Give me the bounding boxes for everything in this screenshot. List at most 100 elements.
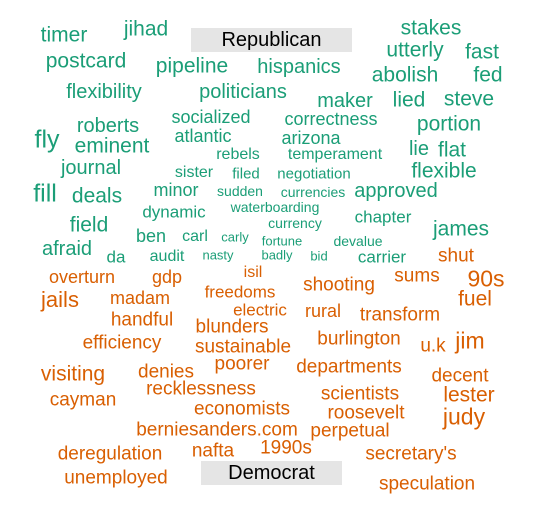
- word-democrat-23: visiting: [40, 362, 106, 386]
- word-democrat-25: decent: [431, 365, 489, 387]
- word-republican-1: jihad: [123, 17, 169, 41]
- republican-group-label: Republican: [191, 28, 352, 52]
- word-democrat-26: recklessness: [146, 378, 256, 400]
- word-democrat-30: economists: [193, 398, 291, 420]
- word-republican-20: eminent: [74, 134, 150, 158]
- word-democrat-24: denies: [138, 361, 194, 383]
- word-democrat-27: cayman: [49, 389, 117, 411]
- word-republican-14: steve: [443, 87, 495, 111]
- word-republican-17: roberts: [76, 115, 140, 137]
- word-republican-7: hispanics: [257, 56, 341, 78]
- word-democrat-12: rural: [304, 301, 342, 321]
- word-republican-11: politicians: [199, 81, 287, 103]
- word-republican-38: dynamic: [142, 202, 206, 222]
- word-democrat-29: lester: [443, 383, 495, 407]
- word-democrat-16: burlington: [317, 328, 401, 350]
- word-republican-40: chapter: [354, 207, 412, 227]
- word-republican-13: lied: [392, 88, 426, 112]
- word-republican-2: stakes: [400, 16, 462, 40]
- word-democrat-11: electric: [233, 300, 287, 320]
- word-democrat-17: jim: [455, 327, 485, 354]
- word-republican-9: fed: [473, 63, 503, 87]
- word-republican-29: filed: [232, 165, 260, 183]
- word-democrat-19: sustainable: [194, 336, 292, 358]
- word-democrat-8: madam: [109, 288, 171, 308]
- word-republican-45: carl: [182, 228, 208, 245]
- word-republican-15: socialized: [171, 107, 251, 127]
- word-democrat-4: shooting: [303, 274, 375, 296]
- word-republican-34: minor: [153, 180, 199, 200]
- word-republican-43: james: [432, 217, 490, 241]
- word-democrat-9: freedoms: [204, 282, 276, 302]
- word-republican-41: field: [69, 213, 109, 237]
- word-republican-36: currencies: [280, 184, 346, 200]
- word-democrat-31: roosevelt: [327, 402, 405, 424]
- word-democrat-3: gdp: [151, 267, 183, 287]
- word-republican-51: audit: [149, 248, 185, 265]
- word-republican-5: postcard: [45, 49, 127, 73]
- word-republican-55: carrier: [357, 247, 407, 267]
- word-democrat-38: secretary's: [365, 443, 457, 465]
- word-democrat-10: fuel: [458, 287, 492, 311]
- word-republican-42: currency: [268, 215, 322, 231]
- word-democrat-40: speculation: [378, 473, 476, 495]
- word-democrat-6: 90s: [467, 265, 505, 292]
- word-republican-30: negotiation: [277, 165, 351, 183]
- word-republican-31: flexible: [411, 159, 477, 183]
- word-democrat-37: 1990s: [260, 437, 312, 459]
- word-republican-18: portion: [416, 112, 482, 136]
- word-republican-12: maker: [317, 90, 373, 112]
- word-republican-52: nasty: [202, 247, 234, 263]
- word-republican-39: waterboarding: [230, 199, 320, 215]
- democrat-group-label: Democrat: [201, 461, 342, 485]
- word-republican-22: arizona: [281, 128, 341, 148]
- word-republican-28: sister: [174, 164, 214, 181]
- word-republican-47: fortune: [261, 233, 303, 249]
- word-republican-3: utterly: [386, 38, 444, 62]
- word-democrat-18: efficiency: [82, 332, 162, 354]
- word-republican-0: timer: [40, 23, 88, 47]
- word-democrat-15: blunders: [195, 316, 269, 338]
- word-republican-21: atlantic: [174, 126, 232, 146]
- word-democrat-20: u.k: [420, 335, 446, 357]
- word-republican-27: journal: [60, 157, 122, 179]
- word-republican-8: abolish: [371, 63, 439, 87]
- word-democrat-14: handful: [110, 309, 174, 331]
- word-republican-24: flat: [437, 138, 467, 162]
- word-republican-32: fill: [33, 179, 57, 208]
- word-democrat-36: nafta: [191, 440, 235, 462]
- word-republican-37: approved: [354, 180, 438, 202]
- word-democrat-39: unemployed: [64, 467, 168, 489]
- word-republican-54: bid: [310, 248, 328, 264]
- word-republican-49: afraid: [41, 238, 93, 260]
- word-republican-10: flexibility: [66, 81, 142, 103]
- word-republican-50: da: [106, 247, 126, 267]
- word-democrat-34: perpetual: [310, 420, 390, 442]
- word-democrat-21: poorer: [214, 353, 270, 375]
- word-democrat-28: scientists: [320, 383, 400, 405]
- word-republican-33: deals: [71, 184, 123, 208]
- word-democrat-22: departments: [296, 356, 402, 378]
- word-republican-23: lie: [408, 138, 430, 160]
- word-republican-53: badly: [261, 247, 293, 263]
- word-democrat-33: berniesanders.com: [136, 419, 298, 441]
- word-democrat-35: deregulation: [57, 443, 163, 465]
- word-democrat-0: shut: [438, 245, 474, 267]
- word-republican-6: pipeline: [155, 54, 229, 78]
- word-republican-19: fly: [34, 125, 60, 154]
- word-republican-25: rebels: [216, 146, 260, 163]
- word-republican-46: carly: [221, 229, 249, 245]
- word-republican-16: correctness: [284, 109, 378, 129]
- word-republican-4: fast: [465, 40, 499, 64]
- word-republican-26: temperament: [287, 146, 383, 163]
- word-republican-44: ben: [135, 226, 167, 246]
- word-democrat-7: jails: [41, 287, 79, 312]
- word-democrat-2: overturn: [48, 267, 116, 287]
- word-democrat-13: transform: [359, 304, 441, 326]
- word-republican-48: devalue: [333, 233, 383, 249]
- word-democrat-5: sums: [394, 265, 440, 287]
- word-democrat-1: isil: [243, 264, 263, 281]
- word-republican-35: sudden: [217, 183, 263, 199]
- word-democrat-32: judy: [442, 403, 486, 430]
